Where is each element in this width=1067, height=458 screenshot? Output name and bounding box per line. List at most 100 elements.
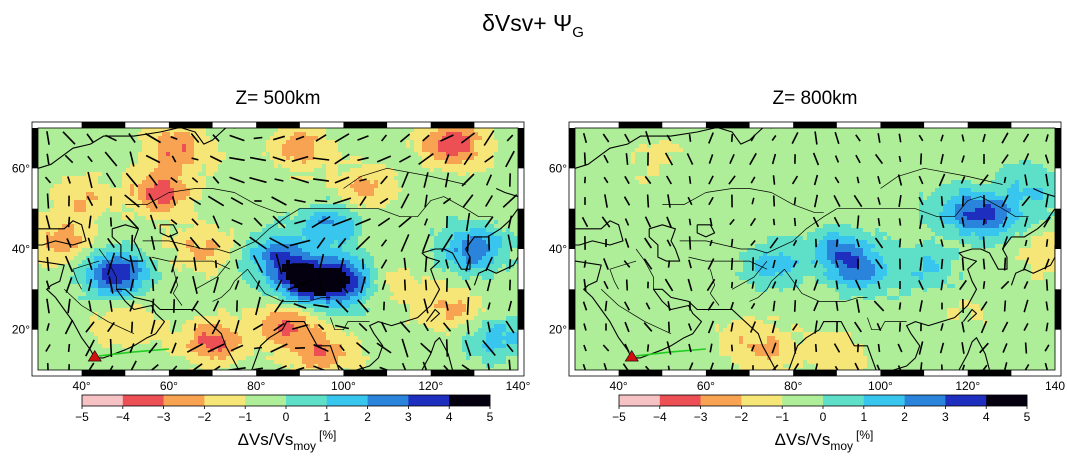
heatmap-cell <box>102 136 107 141</box>
heatmap-cell <box>306 212 311 217</box>
heatmap-cell <box>218 228 223 233</box>
heatmap-cell <box>198 176 203 181</box>
heatmap-cell <box>358 164 363 169</box>
heatmap-cell <box>482 252 487 257</box>
heatmap-cell <box>490 264 495 269</box>
heatmap-cell <box>262 224 267 229</box>
heatmap-cell <box>366 220 371 225</box>
heatmap-cell <box>482 236 487 241</box>
heatmap-cell <box>402 160 407 165</box>
heatmap-cell <box>162 204 167 209</box>
heatmap-cell <box>266 148 271 153</box>
heatmap-cell <box>318 292 323 297</box>
heatmap-cell <box>434 268 439 273</box>
heatmap-cell <box>218 144 223 149</box>
heatmap-cell <box>246 244 251 249</box>
heatmap-cell <box>286 204 291 209</box>
heatmap-cell <box>382 164 387 169</box>
heatmap-cell <box>322 176 327 181</box>
heatmap-cell <box>258 212 263 217</box>
heatmap-cell <box>94 272 99 277</box>
heatmap-cell <box>178 184 183 189</box>
heatmap-cell <box>114 188 119 193</box>
heatmap-cell <box>166 168 171 173</box>
heatmap-cell <box>246 184 251 189</box>
heatmap-cell <box>454 148 459 153</box>
heatmap-cell <box>366 240 371 245</box>
heatmap-cell <box>158 212 163 217</box>
heatmap-cell <box>186 220 191 225</box>
heatmap-cell <box>234 264 239 269</box>
heatmap-cell <box>482 192 487 197</box>
heatmap-cell <box>502 164 507 169</box>
heatmap-cell <box>242 288 247 293</box>
heatmap-cell <box>234 228 239 233</box>
heatmap-cell <box>458 156 463 161</box>
heatmap-cell <box>354 160 359 165</box>
heatmap-cell <box>126 180 131 185</box>
heatmap-cell <box>482 156 487 161</box>
heatmap-cell <box>370 252 375 257</box>
heatmap-cell <box>386 248 391 253</box>
heatmap-cell <box>458 196 463 201</box>
heatmap-cell <box>258 128 263 133</box>
heatmap-cell <box>102 128 107 133</box>
heatmap-cell <box>230 220 235 225</box>
heatmap-cell <box>122 152 127 157</box>
heatmap-cell <box>398 200 403 205</box>
heatmap-cell <box>422 264 427 269</box>
heatmap-cell <box>190 136 195 141</box>
heatmap-cell <box>310 136 315 141</box>
heatmap-cell <box>470 224 475 229</box>
heatmap-cell <box>242 140 247 145</box>
heatmap-cell <box>38 148 43 153</box>
heatmap-cell <box>62 168 67 173</box>
heatmap-cell <box>498 140 503 145</box>
heatmap-cell <box>422 288 427 293</box>
heatmap-cell <box>310 292 315 297</box>
heatmap-cell <box>334 232 339 237</box>
heatmap-cell <box>330 252 335 257</box>
heatmap-cell <box>86 184 91 189</box>
heatmap-cell <box>318 224 323 229</box>
heatmap-cell <box>94 164 99 169</box>
heatmap-cell <box>470 184 475 189</box>
heatmap-cell <box>130 256 135 261</box>
heatmap-cell <box>454 284 459 289</box>
heatmap-cell <box>514 228 518 233</box>
heatmap-cell <box>374 268 379 273</box>
heatmap-cell <box>398 144 403 149</box>
heatmap-cell <box>110 276 115 281</box>
heatmap-cell <box>238 160 243 165</box>
heatmap-cell <box>286 196 291 201</box>
heatmap-cell <box>334 136 339 141</box>
heatmap-cell <box>214 276 219 281</box>
heatmap-cell <box>490 204 495 209</box>
heatmap-cell <box>230 228 235 233</box>
heatmap-cell <box>62 188 67 193</box>
heatmap-cell <box>478 232 483 237</box>
heatmap-cell <box>162 288 167 293</box>
heatmap-cell <box>422 272 427 277</box>
heatmap-cell <box>350 268 355 273</box>
heatmap-cell <box>126 232 131 237</box>
heatmap-cell <box>458 160 463 165</box>
heatmap-cell <box>350 156 355 161</box>
heatmap-cell <box>246 140 251 145</box>
heatmap-cell <box>238 196 243 201</box>
heatmap-cell <box>222 168 227 173</box>
heatmap-cell <box>318 148 323 153</box>
heatmap-cell <box>394 188 399 193</box>
heatmap-cell <box>42 224 47 229</box>
heatmap-cell <box>434 256 439 261</box>
heatmap-cell <box>218 252 223 257</box>
heatmap-cell <box>138 144 143 149</box>
heatmap-cell <box>514 148 518 153</box>
heatmap-cell <box>502 172 507 177</box>
heatmap-cell <box>158 132 163 137</box>
heatmap-cell <box>350 128 355 133</box>
heatmap-cell <box>62 176 67 181</box>
heatmap-cell <box>98 272 103 277</box>
heatmap-cell <box>194 164 199 169</box>
heatmap-cell <box>290 220 295 225</box>
